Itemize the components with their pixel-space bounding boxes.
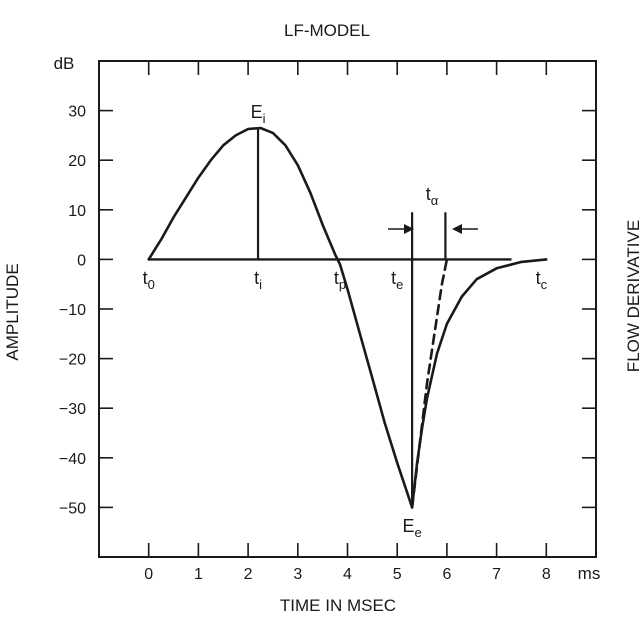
x-tick-label: 7 (492, 566, 501, 583)
x-tick-label: 1 (194, 566, 203, 583)
annotations-group: Ei Ee t0 ti tp te tc tα (143, 102, 548, 540)
y-tick-label: −20 (59, 352, 86, 369)
y-tick-label: 30 (68, 104, 86, 121)
x-tick-label: 6 (442, 566, 451, 583)
y-axis-label: AMPLITUDE (3, 263, 22, 360)
y-unit-label: dB (54, 54, 75, 73)
annotation-tp: tp (334, 268, 346, 292)
y-tick-label: 10 (68, 203, 86, 220)
annotation-Ei: Ei (251, 102, 266, 126)
right-arrow-head (452, 224, 462, 234)
y-tick-label: 0 (77, 252, 86, 269)
x-tick-label: 2 (244, 566, 253, 583)
series-line-2 (410, 258, 548, 509)
series-line-1 (147, 126, 414, 509)
chart-title: LF-MODEL (284, 21, 370, 40)
annotation-ti: ti (254, 268, 262, 292)
annotation-te: te (391, 268, 403, 292)
annotation-talpha: tα (426, 184, 439, 208)
y-tick-label: −30 (59, 401, 86, 418)
x-unit-label: ms (578, 564, 601, 583)
y-tick-label: −50 (59, 500, 86, 517)
right-axis-label: FLOW DERIVATIVE (624, 220, 643, 372)
annotation-t0: t0 (143, 268, 155, 292)
plot-frame (98, 60, 597, 558)
y-tick-label: 20 (68, 153, 86, 170)
x-tick-label: 0 (144, 566, 153, 583)
x-tick-label: 8 (542, 566, 551, 583)
x-tick-label: 3 (293, 566, 302, 583)
t-alpha-arrows (388, 224, 478, 234)
x-axis-label: TIME IN MSEC (280, 596, 396, 615)
left-arrow-head (404, 224, 414, 234)
y-tick-label: −10 (59, 302, 86, 319)
y-tick-label: −40 (59, 451, 86, 468)
axis-ticks: 0 1 2 3 4 5 6 7 8 30 20 10 0 −10 −20 −30 −40 −50 (59, 61, 596, 583)
x-tick-label: 5 (393, 566, 402, 583)
annotation-Ee: Ee (402, 516, 421, 540)
vertical-markers (256, 127, 447, 508)
annotation-tc: tc (536, 268, 548, 292)
x-tick-label: 4 (343, 566, 352, 583)
series-group (147, 126, 548, 509)
series-line-3 (410, 258, 449, 509)
